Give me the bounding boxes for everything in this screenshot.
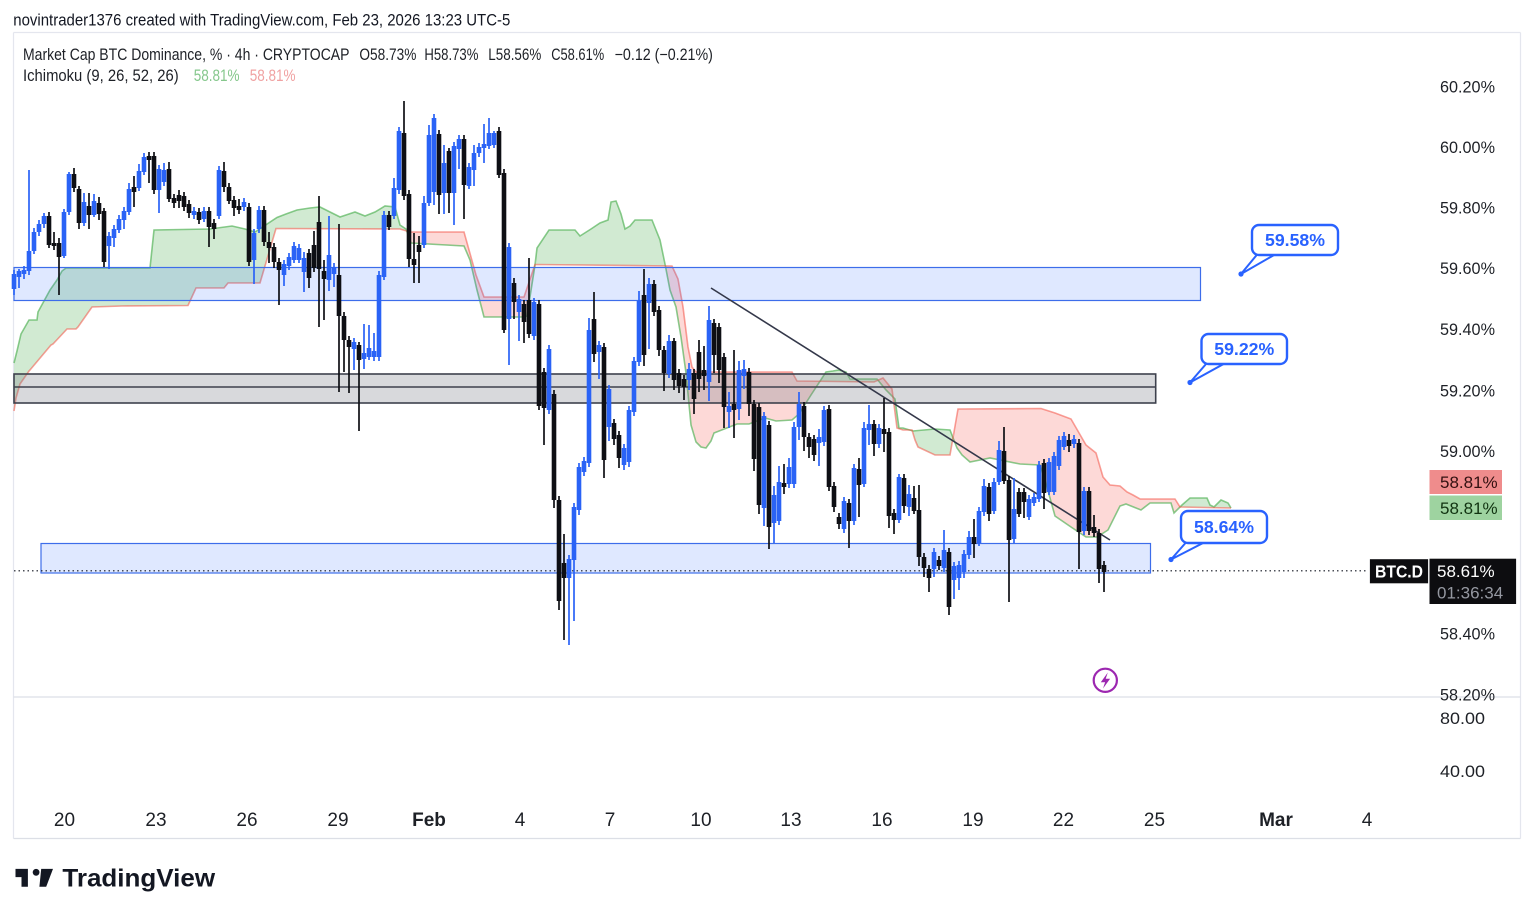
- svg-text:16: 16: [871, 810, 892, 831]
- svg-text:−0.12 (−0.21%): −0.12 (−0.21%): [615, 46, 713, 64]
- svg-text:26: 26: [236, 810, 257, 831]
- svg-text:19: 19: [962, 810, 983, 831]
- svg-text:O58.73%: O58.73%: [359, 46, 416, 64]
- svg-text:60.00%: 60.00%: [1440, 138, 1495, 157]
- svg-text:59.20%: 59.20%: [1440, 382, 1495, 401]
- svg-text:80.00: 80.00: [1440, 709, 1485, 728]
- svg-text:20: 20: [54, 810, 75, 831]
- svg-text:4: 4: [1362, 810, 1373, 831]
- svg-text:novintrader1376 created with T: novintrader1376 created with TradingView…: [13, 11, 510, 29]
- svg-text:58.81%: 58.81%: [250, 67, 296, 85]
- svg-text:59.40%: 59.40%: [1440, 320, 1495, 339]
- svg-text:58.81%: 58.81%: [1440, 473, 1498, 492]
- svg-text:59.58%: 59.58%: [1265, 230, 1325, 250]
- svg-text:BTC.D: BTC.D: [1375, 562, 1423, 582]
- svg-text:59.22%: 59.22%: [1214, 339, 1274, 359]
- svg-text:58.61%: 58.61%: [1437, 562, 1495, 581]
- svg-text:Mar: Mar: [1259, 810, 1293, 831]
- svg-text:58.40%: 58.40%: [1440, 625, 1495, 644]
- svg-text:10: 10: [690, 810, 711, 831]
- svg-text:58.20%: 58.20%: [1440, 686, 1495, 705]
- svg-text:Market Cap BTC Dominance, % ·: Market Cap BTC Dominance, % · 4h · CRYPT…: [23, 46, 350, 64]
- svg-text:4: 4: [515, 810, 526, 831]
- svg-text:22: 22: [1053, 810, 1074, 831]
- svg-text:Feb: Feb: [412, 810, 446, 831]
- svg-text:58.81%: 58.81%: [194, 67, 240, 85]
- svg-text:59.80%: 59.80%: [1440, 199, 1495, 218]
- svg-text:58.81%: 58.81%: [1440, 499, 1498, 518]
- svg-text:29: 29: [327, 810, 348, 831]
- svg-text:13: 13: [780, 810, 801, 831]
- svg-text:01:36:34: 01:36:34: [1437, 584, 1503, 603]
- svg-text:25: 25: [1144, 810, 1165, 831]
- svg-text:23: 23: [145, 810, 166, 831]
- svg-text:TradingView: TradingView: [62, 865, 215, 893]
- svg-text:H58.73%: H58.73%: [424, 46, 478, 64]
- svg-text:59.00%: 59.00%: [1440, 442, 1495, 461]
- svg-text:40.00: 40.00: [1440, 762, 1485, 781]
- svg-text:7: 7: [605, 810, 616, 831]
- svg-text:60.20%: 60.20%: [1440, 78, 1495, 97]
- svg-text:C58.61%: C58.61%: [551, 46, 604, 64]
- svg-text:L58.56%: L58.56%: [488, 46, 541, 64]
- svg-text:59.60%: 59.60%: [1440, 259, 1495, 278]
- svg-text:58.64%: 58.64%: [1194, 517, 1254, 537]
- svg-text:Ichimoku (9, 26, 52, 26): Ichimoku (9, 26, 52, 26): [23, 67, 179, 85]
